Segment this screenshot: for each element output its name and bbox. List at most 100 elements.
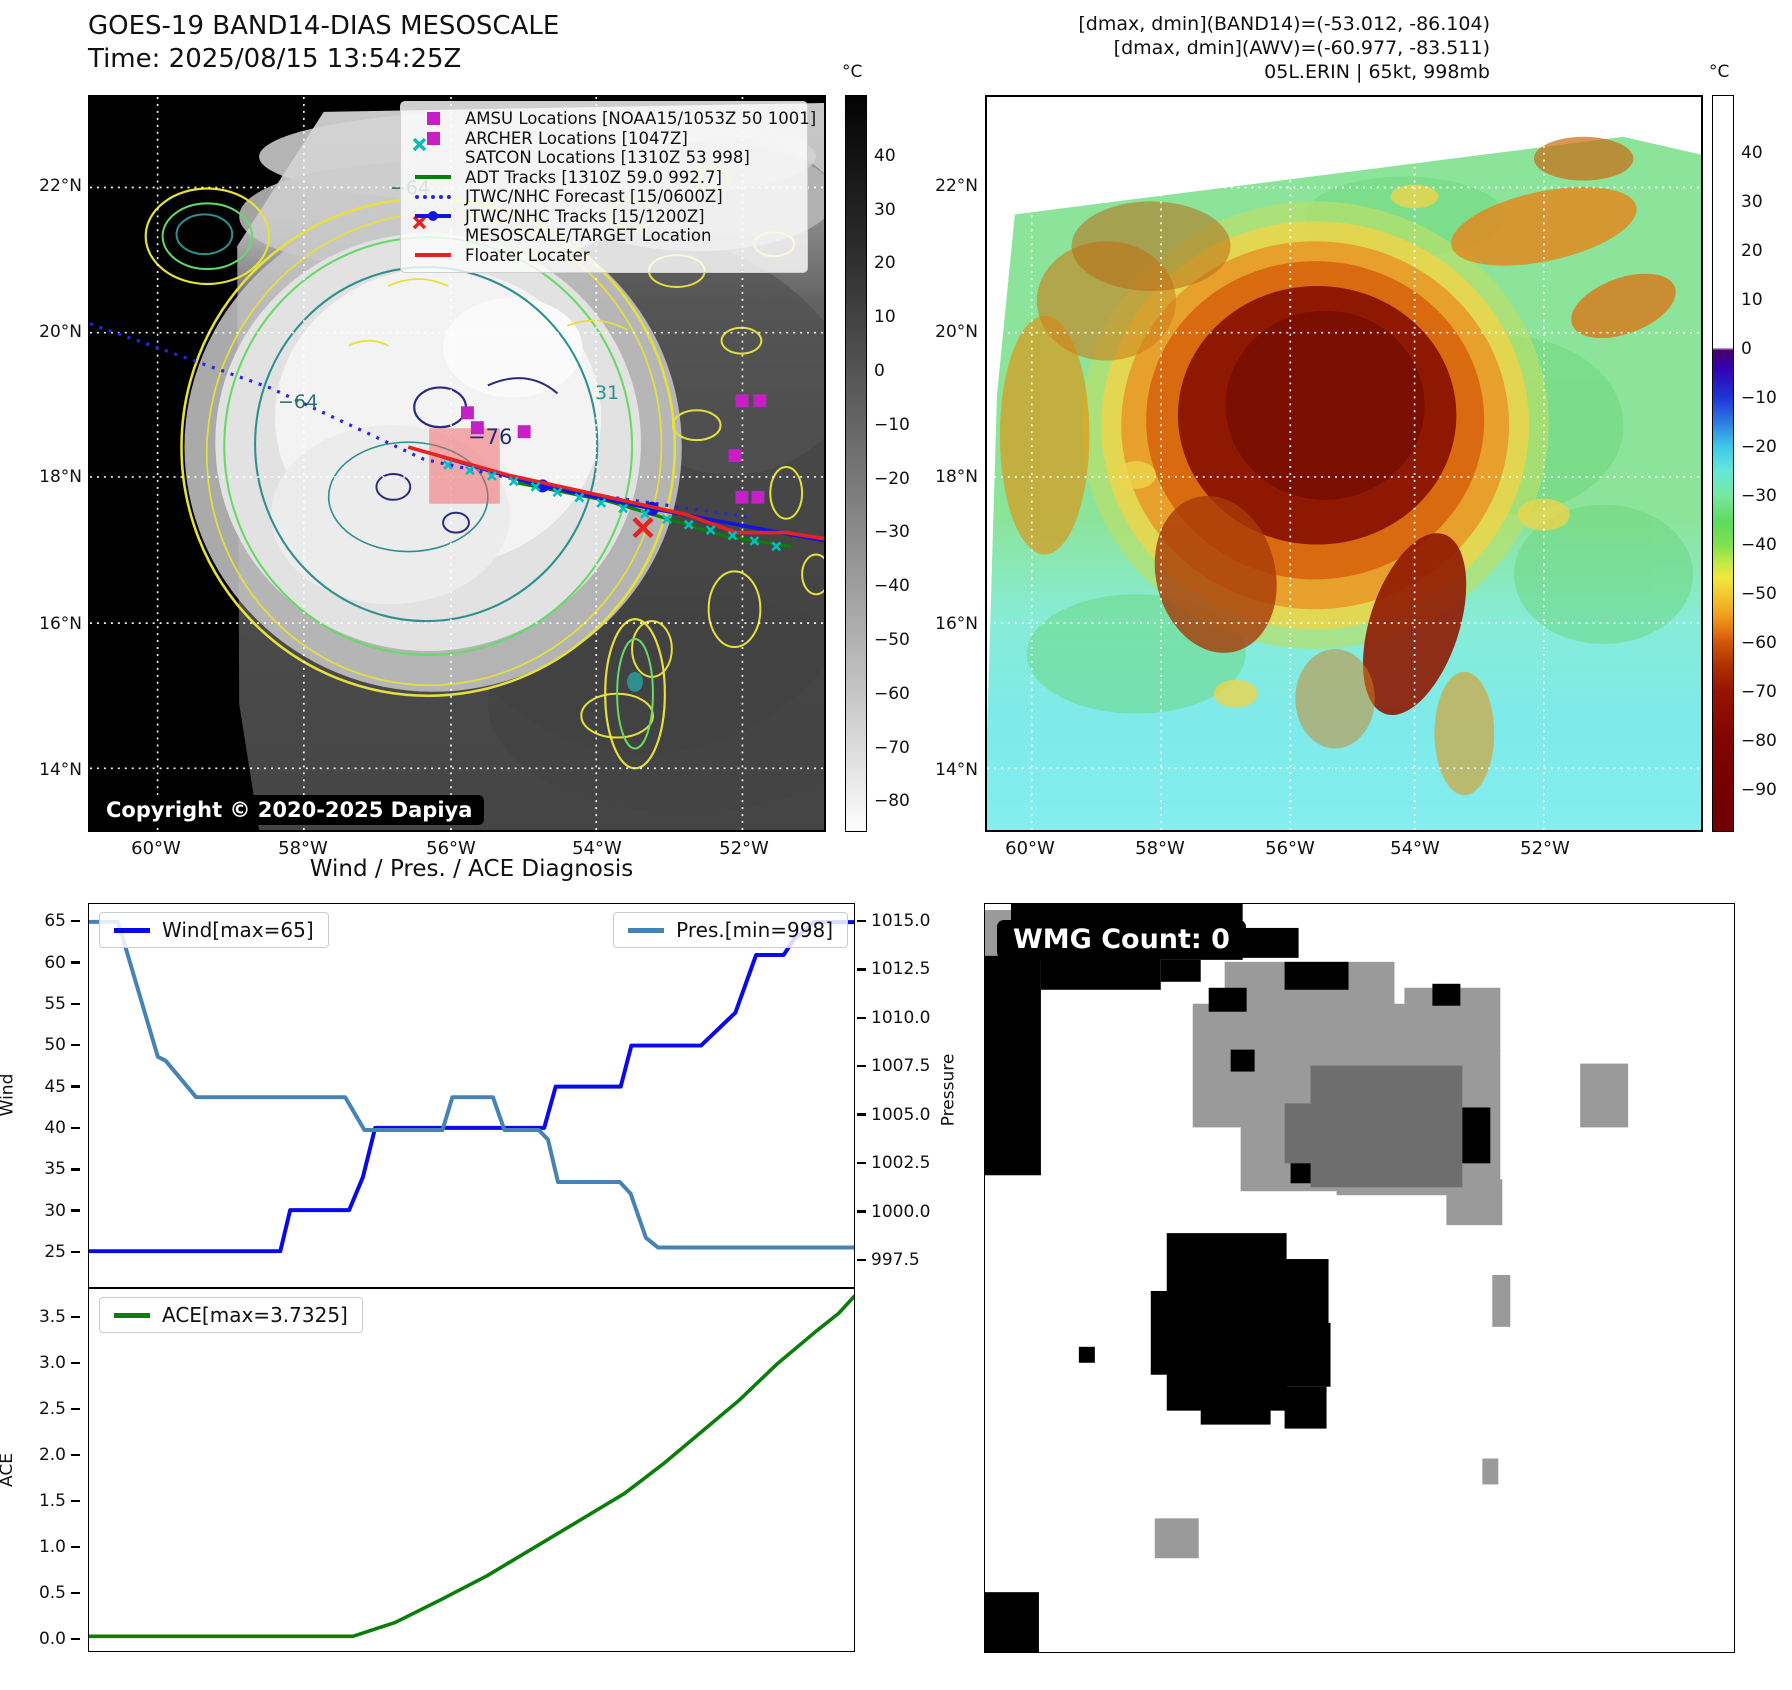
- wmg-count-badge: WMG Count: 0: [997, 920, 1246, 959]
- tick-label: 35: [44, 1159, 66, 1180]
- tick-label: 2.5: [38, 1398, 66, 1419]
- legend-item: MESOSCALE/TARGET Location: [411, 215, 797, 246]
- diagnosis-title: Wind / Pres. / ACE Diagnosis: [309, 856, 634, 882]
- tick-label: 1007.5: [871, 1056, 931, 1077]
- legend-item: Floater Locater: [411, 246, 797, 266]
- wind-axis-label: Wind: [0, 1073, 18, 1117]
- tick-label: 10: [874, 307, 896, 328]
- tick-label: 20: [874, 253, 896, 274]
- tick-label: 1002.5: [871, 1153, 931, 1174]
- wind-line-swatch: [114, 927, 150, 933]
- tick-label: 0: [874, 360, 885, 381]
- storm-id: 05L.ERIN | 65kt, 998mb: [1264, 61, 1490, 83]
- pressure-axis-label: Pressure: [938, 1053, 959, 1127]
- legend-item-label: MESOSCALE/TARGET Location: [465, 226, 712, 246]
- awv-colorbar-ticks: 40 30 20 10 0 −10 −20 −30 −40 −50 −60 −70 −80 −90: [1741, 95, 1791, 832]
- ace-chart: ACE[max=3.7325]: [88, 1288, 855, 1652]
- wmg-panel: WMG Count: 0: [984, 903, 1735, 1653]
- tick-label: 18°N: [935, 466, 978, 487]
- band14-lat-axis: 22°N 20°N 18°N 16°N 14°N: [12, 95, 82, 832]
- awv-lon-axis: 60°W 58°W 56°W 54°W 52°W: [985, 838, 1703, 864]
- tick-label: 3.0: [38, 1352, 66, 1373]
- legend-item: AMSU Locations [NOAA15/1053Z 50 1001]: [411, 109, 816, 129]
- tick-label: −80: [874, 791, 910, 812]
- tick-label: 40: [874, 145, 896, 166]
- tick-label: 30: [1741, 191, 1763, 212]
- legend-item: ARCHER Locations [1047Z]: [411, 129, 797, 149]
- legend-item-label: AMSU Locations [NOAA15/1053Z 50 1001]: [465, 109, 817, 129]
- tick-label: −30: [1741, 485, 1777, 506]
- legend-item-label: SATCON Locations [1310Z 53 998]: [465, 148, 750, 168]
- tick-label: 22°N: [39, 175, 82, 196]
- legend-item: SATCON Locations [1310Z 53 998]: [411, 137, 797, 168]
- tick-label: 0.0: [38, 1629, 66, 1650]
- legend-item-label: JTWC/NHC Tracks [15/1200Z]: [465, 206, 705, 226]
- tick-label: 25: [44, 1242, 66, 1263]
- tick-label: 22°N: [935, 175, 978, 196]
- band14-lon-axis: 60°W 58°W 56°W 54°W 52°W: [88, 838, 826, 864]
- tick-label: −10: [874, 414, 910, 435]
- tick-label: −90: [1741, 779, 1777, 800]
- tick-label: −30: [874, 522, 910, 543]
- tick-label: 20°N: [935, 322, 978, 343]
- band14-colorbar: [845, 95, 867, 832]
- tick-label: −70: [1741, 681, 1777, 702]
- tick-label: 60: [44, 952, 66, 973]
- tick-label: 1012.5: [871, 959, 931, 980]
- dotted-marker-icon: [411, 194, 455, 199]
- tick-label: 14°N: [39, 760, 82, 781]
- tick-label: 0.5: [38, 1583, 66, 1604]
- wind-axis-ticks: 65 60 55 50 45 40 35 30 25: [16, 903, 80, 1288]
- x-marker-icon: [411, 136, 455, 180]
- ace-plot: [89, 1294, 854, 1639]
- band14-ir-map: −64 −64 −76 31 AMSU Locations [NOAA15/10…: [88, 95, 826, 832]
- ace-legend: ACE[max=3.7325]: [99, 1297, 363, 1333]
- dmax-awv: [dmax, dmin](AWV)=(-60.977, -83.511): [1113, 37, 1490, 59]
- tick-label: −70: [874, 737, 910, 758]
- wind-pressure-chart: Wind[max=65] Pres.[min=998]: [88, 903, 855, 1288]
- copyright-badge: Copyright © 2020-2025 Dapiya: [94, 795, 485, 825]
- tick-label: 52°W: [719, 838, 769, 859]
- tick-label: 1010.0: [871, 1007, 931, 1028]
- tick-label: 55: [44, 993, 66, 1014]
- dmax-band14: [dmax, dmin](BAND14)=(-53.012, -86.104): [1078, 13, 1490, 35]
- awv-lat-axis: 22°N 20°N 18°N 16°N 14°N: [908, 95, 978, 832]
- amsu-archer-markers: [460, 394, 767, 504]
- pressure-axis-ticks: 1015.0 1012.5 1010.0 1007.5 1005.0 1002.5 1000…: [857, 903, 941, 1288]
- pressure-line-swatch: [628, 927, 665, 933]
- tick-label: 54°W: [572, 838, 622, 859]
- line-dot-marker-icon: [411, 211, 455, 222]
- floater-track: [407, 445, 824, 541]
- ace-legend-label: ACE[max=3.7325]: [162, 1303, 348, 1327]
- tick-label: 58°W: [1135, 838, 1185, 859]
- tick-label: 2.0: [38, 1445, 66, 1465]
- legend-item-label: JTWC/NHC Forecast [15/0600Z]: [465, 187, 723, 207]
- tick-label: 3.5: [38, 1306, 66, 1327]
- tick-label: 54°W: [1390, 838, 1440, 859]
- tick-label: 30: [874, 199, 896, 220]
- wind-legend-label: Wind[max=65]: [162, 918, 314, 942]
- wmg-image: [985, 904, 1734, 1652]
- tick-label: −10: [1741, 387, 1777, 408]
- tick-label: 58°W: [278, 838, 328, 859]
- legend-item: JTWC/NHC Tracks [15/1200Z]: [411, 207, 797, 227]
- tick-label: 20: [1741, 240, 1763, 261]
- tick-label: −60: [1741, 632, 1777, 653]
- timestamp: Time: 2025/08/15 13:54:25Z: [88, 44, 462, 74]
- awv-color-map: [985, 95, 1703, 832]
- map-legend: AMSU Locations [NOAA15/1053Z 50 1001] ARC…: [400, 101, 816, 273]
- tick-label: 1005.0: [871, 1104, 931, 1125]
- tick-label: −60: [874, 683, 910, 704]
- band14-colorbar-ticks: 40 30 20 10 0 −10 −20 −30 −40 −50 −60 −70 −80: [874, 95, 929, 832]
- tick-label: −50: [874, 629, 910, 650]
- ace-axis-label: ACE: [0, 1453, 17, 1487]
- satcon-markers: [443, 460, 782, 552]
- ace-line-swatch: [114, 1312, 150, 1318]
- tick-label: 60°W: [131, 838, 181, 859]
- tick-label: −20: [874, 468, 910, 489]
- tick-label: 1.0: [38, 1537, 66, 1557]
- line-marker-icon: [411, 253, 455, 258]
- contour-label: −64: [278, 391, 319, 413]
- tick-label: 52°W: [1520, 838, 1570, 859]
- tick-label: 10: [1741, 289, 1763, 310]
